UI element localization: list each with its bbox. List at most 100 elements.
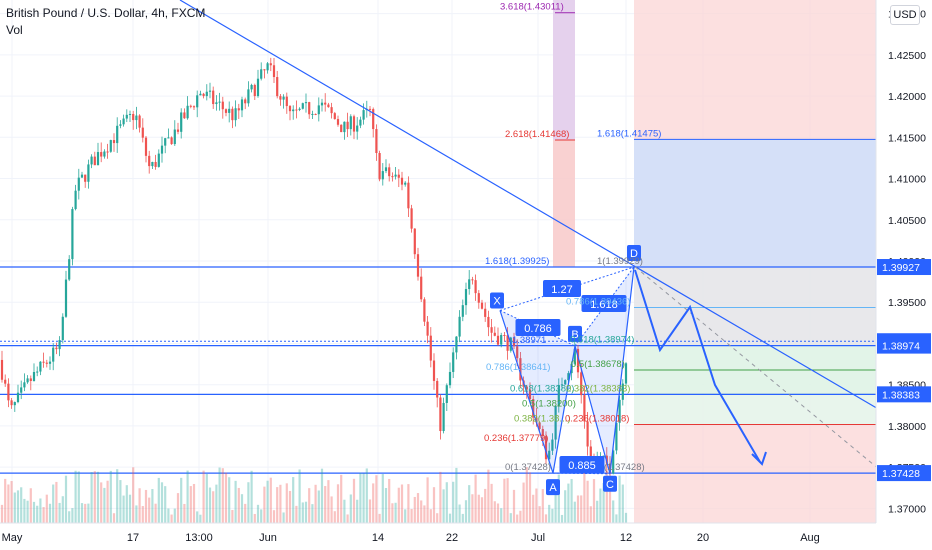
- fib-label: 0.618(1.38974): [570, 335, 634, 346]
- volume-bar: [445, 482, 448, 523]
- x-tick-label: 22: [446, 532, 458, 544]
- candle: [26, 378, 29, 383]
- pattern-point-x[interactable]: [490, 292, 504, 309]
- volume-bar: [13, 492, 16, 523]
- candle: [503, 335, 506, 337]
- candle: [416, 254, 420, 277]
- volume-bar: [90, 472, 93, 523]
- descending-trendline[interactable]: [179, 0, 881, 411]
- candle: [173, 129, 176, 145]
- candle: [423, 299, 426, 322]
- volume-bar: [288, 490, 292, 523]
- volume-bar: [42, 507, 45, 523]
- ratio-tag[interactable]: [559, 456, 605, 473]
- x-tick-label: 17: [127, 532, 139, 544]
- axis-corner: [876, 523, 932, 550]
- volume-bar: [612, 500, 615, 523]
- candle: [96, 152, 100, 166]
- volume-bar: [544, 514, 548, 523]
- candle: [375, 129, 378, 154]
- volume-bar: [496, 503, 500, 523]
- ratio-tag[interactable]: [543, 280, 581, 297]
- projection-dashed-line[interactable]: [634, 266, 881, 471]
- pattern-point-b[interactable]: [568, 325, 582, 342]
- volume-bar: [448, 513, 452, 523]
- volume-bar: [93, 471, 96, 523]
- volume-bar: [173, 508, 176, 523]
- price-tag[interactable]: [877, 337, 931, 354]
- pattern-point-label: C: [606, 479, 614, 491]
- volume-bar: [36, 505, 39, 523]
- projected-path[interactable]: [634, 269, 761, 463]
- volume-bar: [554, 480, 557, 523]
- ratio-tag[interactable]: [581, 295, 627, 312]
- price-tag-label: 1.38974: [882, 341, 920, 353]
- candle: [618, 399, 621, 423]
- volume-indicator-label[interactable]: Vol: [6, 23, 23, 37]
- candle: [45, 362, 48, 364]
- volume-bar: [221, 468, 224, 523]
- candle: [7, 383, 10, 401]
- volume-bar: [525, 467, 528, 523]
- gray-zone: [634, 267, 876, 346]
- volume-bar: [487, 469, 490, 523]
- y-tick-label: 1.42000: [888, 91, 926, 103]
- candle: [288, 106, 292, 112]
- volume-bar: [215, 484, 218, 523]
- chart-header: British Pound / U.S. Dollar, 4h, FXCM Vo…: [6, 6, 205, 37]
- volume-bar: [192, 483, 196, 523]
- volume-bar: [618, 475, 621, 523]
- volume-bar: [416, 493, 420, 523]
- candle: [320, 102, 324, 106]
- volume-bar: [141, 506, 144, 523]
- volume-bar: [596, 500, 599, 523]
- x-tick-label: 20: [697, 532, 709, 544]
- fib-label: 0.786(1.39436): [566, 297, 630, 308]
- candle: [90, 156, 93, 165]
- volume-bar: [276, 487, 279, 523]
- price-tag[interactable]: [877, 386, 931, 403]
- volume-bar: [10, 481, 13, 523]
- time-axis[interactable]: [0, 523, 876, 550]
- candle: [224, 109, 228, 113]
- candle: [442, 402, 445, 432]
- candle: [317, 105, 320, 115]
- candle: [84, 174, 87, 182]
- pattern-point-c[interactable]: [603, 475, 617, 492]
- candle: [311, 113, 314, 115]
- candle: [68, 259, 71, 280]
- candle: [16, 392, 20, 403]
- candle: [615, 422, 618, 451]
- candle: [183, 112, 186, 119]
- symbol-title[interactable]: British Pound / U.S. Dollar, 4h, FXCM: [6, 6, 206, 20]
- volume-bar: [400, 484, 404, 523]
- volume-bar: [48, 503, 52, 523]
- candle: [151, 161, 154, 167]
- candle: [525, 386, 528, 390]
- candle: [474, 280, 477, 294]
- x-tick-label: Aug: [800, 532, 820, 544]
- price-tag[interactable]: [877, 465, 931, 482]
- lower-red-zone: [634, 424, 876, 523]
- pattern-point-d[interactable]: [627, 245, 641, 262]
- candle: [394, 174, 397, 177]
- candle: [285, 96, 288, 107]
- price-tag[interactable]: [877, 259, 931, 276]
- volume-bar: [621, 484, 624, 523]
- volume-bar: [538, 506, 541, 523]
- volume-bar: [599, 488, 602, 523]
- volume-bar: [244, 503, 247, 523]
- price-tag-label: 1.38383: [882, 389, 920, 401]
- candle: [413, 228, 416, 255]
- candle: [480, 302, 484, 309]
- volume-bar: [237, 487, 240, 523]
- volume-bar: [439, 471, 442, 523]
- currency-button[interactable]: USD: [890, 5, 920, 25]
- pattern-point-a[interactable]: [546, 479, 560, 496]
- candle: [490, 327, 493, 333]
- candle: [202, 93, 205, 97]
- volume-bar: [231, 510, 234, 523]
- ratio-tag[interactable]: [515, 319, 561, 336]
- candle: [314, 113, 317, 115]
